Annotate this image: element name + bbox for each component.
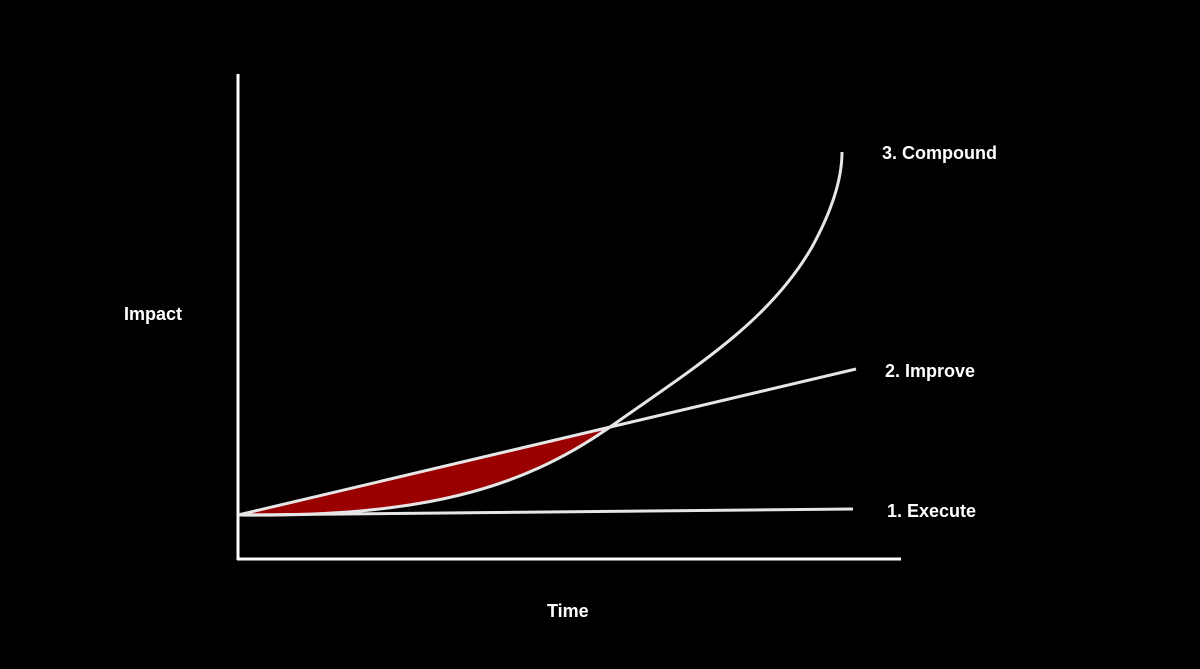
series-line-execute [237, 507, 854, 517]
series-label-improve: 2. Improve [885, 361, 975, 381]
x-axis-label: Time [547, 601, 589, 621]
series-label-execute: 1. Execute [887, 501, 976, 521]
series-line-improve [237, 367, 857, 517]
series-label-compound: 3. Compound [882, 143, 997, 163]
y-axis-label: Impact [124, 304, 182, 324]
series-line-compound [237, 151, 844, 517]
